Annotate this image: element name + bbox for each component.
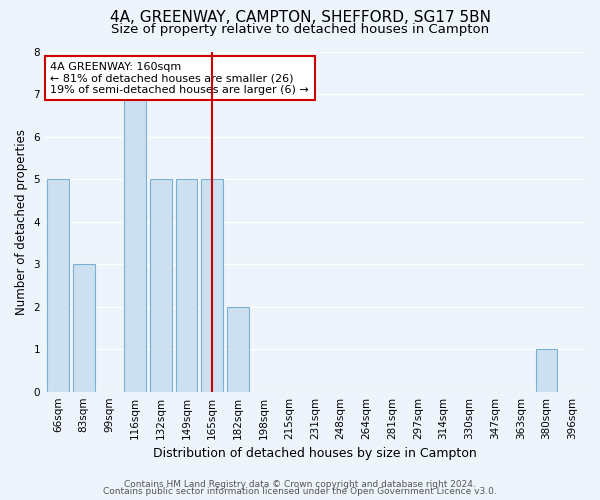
Text: Contains public sector information licensed under the Open Government Licence v3: Contains public sector information licen… — [103, 487, 497, 496]
Bar — [73, 264, 95, 392]
Text: 4A, GREENWAY, CAMPTON, SHEFFORD, SG17 5BN: 4A, GREENWAY, CAMPTON, SHEFFORD, SG17 5B… — [110, 10, 491, 25]
Bar — [47, 179, 69, 392]
Y-axis label: Number of detached properties: Number of detached properties — [15, 128, 28, 314]
Bar — [150, 179, 172, 392]
Text: 4A GREENWAY: 160sqm
← 81% of detached houses are smaller (26)
19% of semi-detach: 4A GREENWAY: 160sqm ← 81% of detached ho… — [50, 62, 309, 95]
Bar — [201, 179, 223, 392]
Bar — [227, 306, 249, 392]
Bar — [124, 94, 146, 392]
Bar — [176, 179, 197, 392]
Bar — [536, 349, 557, 392]
X-axis label: Distribution of detached houses by size in Campton: Distribution of detached houses by size … — [153, 447, 477, 460]
Text: Contains HM Land Registry data © Crown copyright and database right 2024.: Contains HM Land Registry data © Crown c… — [124, 480, 476, 489]
Text: Size of property relative to detached houses in Campton: Size of property relative to detached ho… — [111, 22, 489, 36]
